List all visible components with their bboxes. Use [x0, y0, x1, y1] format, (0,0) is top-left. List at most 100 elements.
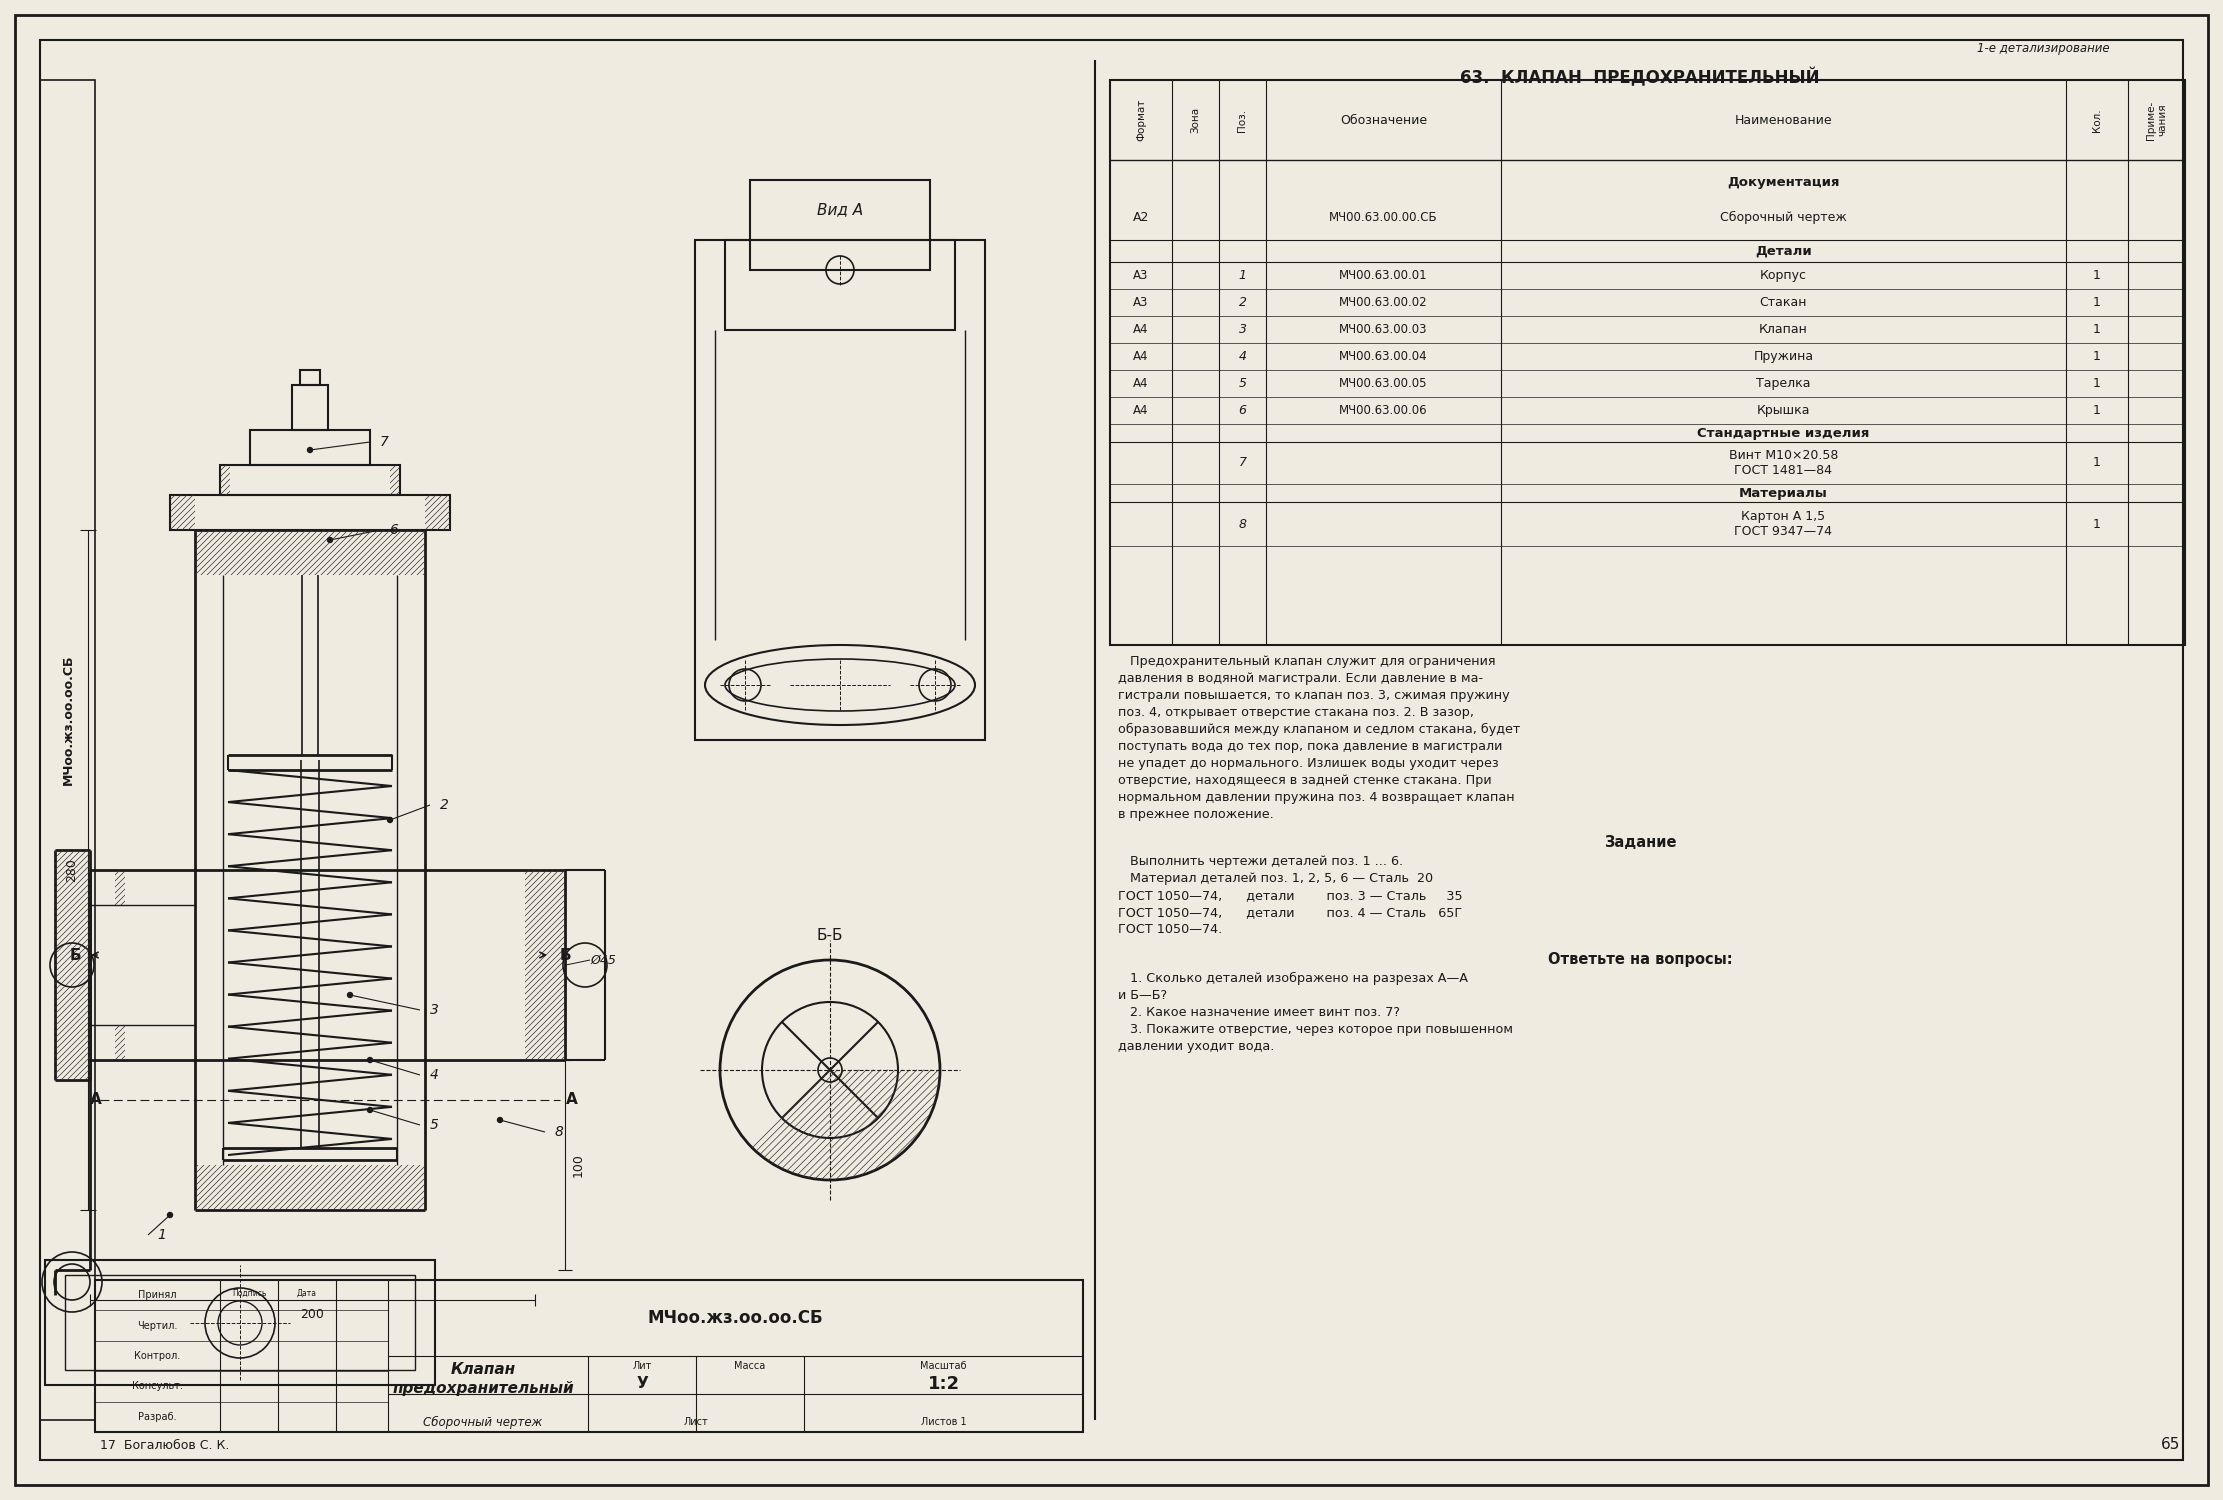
Text: 1: 1 [2094, 518, 2101, 531]
Text: 3: 3 [1238, 322, 1247, 336]
Text: Картон А 1,5
ГОСТ 9347—74: Картон А 1,5 ГОСТ 9347—74 [1734, 510, 1832, 538]
Text: А: А [91, 1092, 102, 1107]
Text: МЧ00.63.00.04: МЧ00.63.00.04 [1338, 350, 1427, 363]
Text: Поз.: Поз. [1238, 108, 1247, 132]
Text: Листов 1: Листов 1 [920, 1418, 967, 1426]
Bar [116, 1024, 124, 1060]
Text: А4: А4 [1134, 350, 1149, 363]
Text: Подпись: Подпись [231, 1288, 267, 1298]
Text: Корпус: Корпус [1761, 268, 1807, 282]
Text: Клапан: Клапан [451, 1362, 516, 1377]
Text: Масса: Масса [734, 1360, 765, 1371]
Text: 63.  КЛАПАН  ПРЕДОХРАНИТЕЛЬНЫЙ: 63. КЛАПАН ПРЕДОХРАНИТЕЛЬНЫЙ [1461, 68, 1821, 87]
Text: 1: 1 [2094, 296, 2101, 309]
Bar [220, 465, 229, 495]
Text: А3: А3 [1134, 296, 1149, 309]
Text: ГОСТ 1050—74.: ГОСТ 1050—74. [1118, 922, 1223, 936]
Circle shape [387, 818, 393, 822]
Text: 1. Сколько деталей изображено на разрезах А—А: 1. Сколько деталей изображено на разреза… [1118, 972, 1467, 986]
Text: Б: Б [560, 948, 571, 963]
Text: 1: 1 [2094, 268, 2101, 282]
Text: 1-е детализирование: 1-е детализирование [1978, 42, 2110, 56]
Text: Контрол.: Контрол. [133, 1352, 180, 1360]
Bar [249, 430, 369, 465]
Text: МЧ00.63.00.02: МЧ00.63.00.02 [1338, 296, 1427, 309]
Bar [40, 80, 96, 1420]
Circle shape [367, 1058, 373, 1062]
Bar [64, 1275, 416, 1370]
Bar [196, 530, 425, 574]
Bar [425, 495, 449, 530]
Text: ГОСТ 1050—74,      детали        поз. 3 — Сталь     35: ГОСТ 1050—74, детали поз. 3 — Сталь 35 [1118, 890, 1463, 902]
Circle shape [762, 1002, 898, 1138]
Text: Сборочный чертеж: Сборочный чертеж [422, 1416, 542, 1428]
Bar [96, 1280, 1083, 1432]
Text: 1: 1 [2094, 404, 2101, 417]
Bar [220, 465, 400, 495]
Text: Формат: Формат [1136, 99, 1147, 141]
Text: МЧ00.63.00.00.СБ: МЧ00.63.00.00.СБ [1329, 211, 1438, 223]
Text: нормальном давлении пружина поз. 4 возвращает клапан: нормальном давлении пружина поз. 4 возвр… [1118, 790, 1514, 804]
Text: 1: 1 [1238, 268, 1247, 282]
Text: Предохранительный клапан служит для ограничения: Предохранительный клапан служит для огра… [1118, 656, 1496, 668]
Text: в прежнее положение.: в прежнее положение. [1118, 808, 1274, 820]
Circle shape [498, 1118, 502, 1122]
Text: Приме-
чания: Приме- чания [2145, 100, 2167, 140]
Circle shape [367, 1107, 373, 1113]
Text: А4: А4 [1134, 404, 1149, 417]
Text: 7: 7 [380, 435, 389, 448]
Text: Ответьте на вопросы:: Ответьте на вопросы: [1547, 952, 1732, 968]
Text: 5: 5 [429, 1118, 438, 1132]
Text: Вид А: Вид А [816, 202, 863, 217]
Text: Пружина: Пружина [1754, 350, 1814, 363]
Circle shape [720, 960, 940, 1180]
Bar [1109, 80, 2185, 645]
Text: МЧоо.жз.оо.оо.СБ: МЧоо.жз.оо.оо.СБ [647, 1310, 823, 1328]
Text: Выполнить чертежи деталей поз. 1 ... 6.: Выполнить чертежи деталей поз. 1 ... 6. [1118, 855, 1403, 868]
Bar [116, 870, 124, 904]
Text: Материалы: Материалы [1738, 486, 1827, 500]
Text: Задание: Задание [1603, 836, 1676, 850]
Bar [44, 1260, 436, 1384]
Text: ГОСТ 1050—74,      детали        поз. 4 — Сталь   65Г: ГОСТ 1050—74, детали поз. 4 — Сталь 65Г [1118, 906, 1463, 920]
Bar [196, 1166, 425, 1210]
Text: отверстие, находящееся в задней стенке стакана. При: отверстие, находящееся в задней стенке с… [1118, 774, 1492, 788]
Text: Зона: Зона [1192, 106, 1200, 134]
Text: Чертил.: Чертил. [138, 1320, 178, 1330]
Text: гистрали повышается, то клапан поз. 3, сжимая пружину: гистрали повышается, то клапан поз. 3, с… [1118, 688, 1509, 702]
Text: 4: 4 [1238, 350, 1247, 363]
Text: 4: 4 [429, 1068, 438, 1082]
Bar [749, 180, 929, 270]
Text: 1: 1 [2094, 376, 2101, 390]
Text: 2. Какое назначение имеет винт поз. 7?: 2. Какое назначение имеет винт поз. 7? [1118, 1007, 1400, 1019]
Text: Б: Б [69, 948, 80, 963]
Text: 2: 2 [440, 798, 449, 812]
Text: 1: 1 [2094, 456, 2101, 470]
Text: МЧ00.63.00.06: МЧ00.63.00.06 [1338, 404, 1427, 417]
Circle shape [347, 993, 353, 998]
Text: Крышка: Крышка [1756, 404, 1810, 417]
Text: 1: 1 [2094, 350, 2101, 363]
Text: 65: 65 [2161, 1437, 2181, 1452]
Circle shape [307, 447, 313, 453]
Circle shape [167, 1212, 173, 1218]
Text: МЧ00.63.00.05: МЧ00.63.00.05 [1338, 376, 1427, 390]
Text: А: А [567, 1092, 578, 1107]
Text: 5: 5 [1238, 376, 1247, 390]
Text: 100: 100 [571, 1154, 585, 1178]
Text: Кол.: Кол. [2092, 108, 2103, 132]
Text: МЧ00.63.00.01: МЧ00.63.00.01 [1338, 268, 1427, 282]
Text: Наименование: Наименование [1734, 114, 1832, 126]
Text: А4: А4 [1134, 376, 1149, 390]
Text: 1: 1 [2094, 322, 2101, 336]
Text: 6: 6 [1238, 404, 1247, 417]
Bar [525, 870, 565, 1060]
Text: Обозначение: Обозначение [1340, 114, 1427, 126]
Bar [169, 495, 196, 530]
Text: поступать вода до тех пор, пока давление в магистрали: поступать вода до тех пор, пока давление… [1118, 740, 1503, 753]
Text: 1:2: 1:2 [927, 1376, 960, 1394]
Text: 8: 8 [1238, 518, 1247, 531]
Text: Клапан: Клапан [1758, 322, 1807, 336]
Text: Дата: Дата [298, 1288, 318, 1298]
Text: предохранительный: предохранительный [391, 1380, 574, 1395]
